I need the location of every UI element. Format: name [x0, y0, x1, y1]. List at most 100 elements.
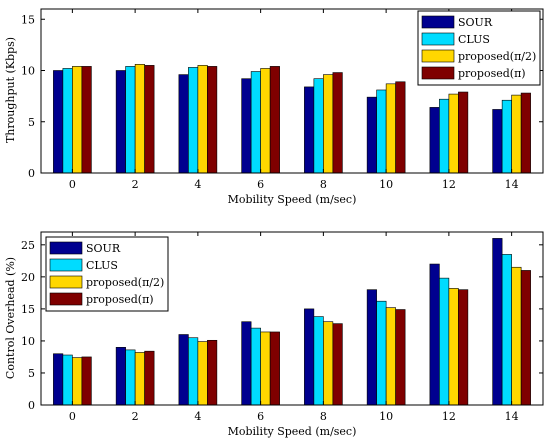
x-tick-label: 0: [69, 178, 76, 191]
legend-entry: SOUR: [86, 242, 121, 255]
throughput-chart: 0 5 10 15 0 2 4 6 8 10 12 14 Mobility Speed (m/sec) T…: [4, 8, 544, 206]
legend-entry: proposed(π): [86, 293, 154, 306]
bar-proposed--14: [520, 92, 531, 174]
bar-clus-2: [125, 66, 136, 174]
y-tick-label: 10: [21, 65, 35, 78]
bar-sour-0: [53, 70, 64, 174]
bar-clus-10: [376, 89, 387, 174]
bar-proposed--0: [81, 356, 92, 406]
y-tick-label: 5: [28, 116, 35, 129]
bar-sour-12: [429, 263, 440, 406]
plot-frame: [40, 8, 544, 174]
bar-proposed--8: [332, 323, 343, 406]
bar-sour-8: [304, 308, 315, 406]
bar-clus-6: [250, 71, 261, 174]
bar-proposed-2--10: [385, 307, 396, 406]
legend: SOUR CLUS proposed(π/2) proposed(π): [45, 236, 169, 312]
bar-proposed-2--6: [260, 68, 271, 174]
bar-proposed-2--0: [72, 66, 83, 174]
bar-proposed-2--2: [134, 64, 145, 174]
bar-proposed-2--4: [197, 341, 208, 406]
legend-swatch: [421, 66, 455, 80]
bar-proposed-2--8: [323, 74, 334, 174]
bar-proposed--6: [269, 66, 280, 174]
bar-sour-0: [53, 353, 64, 406]
bar-sour-12: [429, 107, 440, 174]
plot-frame: [40, 231, 544, 406]
x-tick-label: 4: [194, 178, 201, 191]
legend-entry: SOUR: [458, 16, 493, 29]
x-tick-label: 4: [194, 410, 201, 423]
x-tick-label: 8: [320, 410, 327, 423]
bar-proposed--4: [207, 66, 218, 174]
x-tick-label: 10: [379, 178, 393, 191]
bar-sour-14: [492, 109, 503, 174]
x-tick-label: 12: [442, 178, 456, 191]
bar-proposed--8: [332, 72, 343, 174]
legend-swatch: [421, 15, 455, 29]
bar-sour-4: [178, 74, 189, 174]
bar-clus-10: [376, 300, 387, 406]
x-tick-label: 14: [505, 410, 519, 423]
x-tick-label: 2: [132, 178, 139, 191]
legend-swatch: [421, 49, 455, 63]
bar-sour-10: [366, 289, 377, 406]
legend-entry: CLUS: [458, 33, 490, 46]
y-tick-label: 0: [28, 399, 35, 412]
legend-swatch: [49, 292, 83, 306]
bar-proposed--2: [144, 65, 155, 174]
bar-sour-2: [115, 347, 126, 406]
bar-proposed--10: [395, 309, 406, 406]
bar-clus-8: [313, 316, 324, 406]
y-tick-label: 15: [21, 13, 35, 26]
legend-entry: proposed(π/2): [86, 276, 164, 289]
bar-clus-4: [188, 67, 199, 174]
bar-proposed--12: [458, 289, 469, 406]
legend-swatch: [49, 241, 83, 255]
control-overhead-chart: 0 5 10 15 20 25 0 2 4 6 8 10 12 14 Mobility Speed (m/s…: [4, 231, 544, 438]
bar-clus-14: [501, 254, 512, 406]
x-axis-label: Mobility Speed (m/sec): [228, 425, 357, 438]
legend-swatch: [49, 275, 83, 289]
y-tick-label: 15: [21, 303, 35, 316]
x-tick-label: 8: [320, 178, 327, 191]
x-axis-label: Mobility Speed (m/sec): [228, 193, 357, 206]
bar-clus-8: [313, 78, 324, 174]
bar-proposed-2--4: [197, 65, 208, 174]
bar-proposed-2--0: [72, 357, 83, 406]
x-tick-label: 6: [257, 410, 264, 423]
bar-clus-2: [125, 349, 136, 406]
bar-clus-14: [501, 99, 512, 174]
bar-clus-0: [62, 354, 73, 406]
y-tick-label: 25: [21, 239, 35, 252]
bar-proposed-2--12: [448, 288, 459, 406]
bar-clus-6: [250, 327, 261, 406]
x-tick-label: 12: [442, 410, 456, 423]
bar-sour-2: [115, 70, 126, 174]
bar-proposed-2--2: [134, 352, 145, 406]
bar-sour-4: [178, 334, 189, 406]
legend: SOUR CLUS proposed(π/2) proposed(π): [417, 10, 541, 86]
bar-proposed-2--14: [511, 266, 522, 406]
y-axis-label: Control Overhead (%): [4, 257, 17, 379]
bar-proposed--10: [395, 81, 406, 174]
legend-entry: CLUS: [86, 259, 118, 272]
bar-proposed-2--10: [385, 83, 396, 174]
bar-clus-0: [62, 68, 73, 174]
legend-entry: proposed(π/2): [458, 50, 536, 63]
legend-swatch: [49, 258, 83, 272]
x-tick-label: 6: [257, 178, 264, 191]
bar-proposed-2--6: [260, 331, 271, 406]
y-axis-label: Throughput (Kbps): [4, 37, 17, 143]
y-tick-label: 10: [21, 335, 35, 348]
bar-clus-4: [188, 337, 199, 406]
y-tick-label: 0: [28, 167, 35, 180]
legend-entry: proposed(π): [458, 67, 526, 80]
bar-proposed-2--14: [511, 94, 522, 174]
y-tick-label: 5: [28, 367, 35, 380]
bar-proposed-2--8: [323, 321, 334, 406]
x-tick-label: 14: [505, 178, 519, 191]
bar-clus-12: [439, 98, 450, 174]
bar-sour-6: [241, 78, 252, 174]
